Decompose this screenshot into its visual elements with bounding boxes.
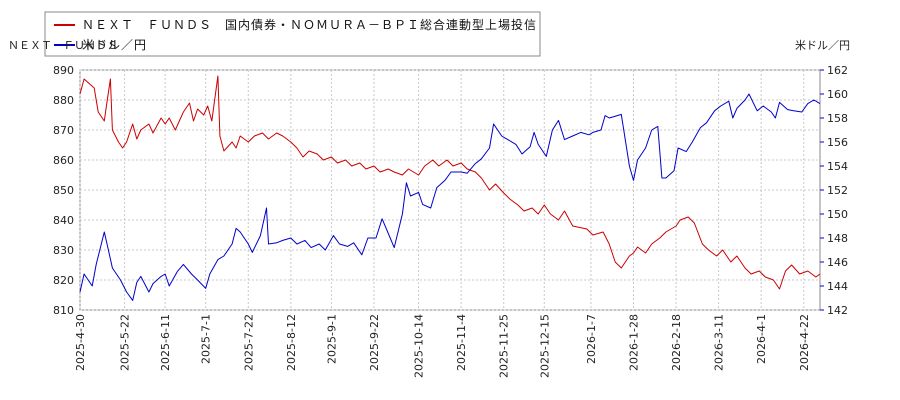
left-tick-label: 890 [53,64,74,77]
left-tick-label: 860 [53,154,74,167]
left-tick-label: 810 [53,304,74,317]
left-tick-label: 850 [53,184,74,197]
right-tick-label: 154 [827,160,848,173]
x-tick-label: 2025-10-14 [413,314,426,378]
left-tick-label: 840 [53,214,74,227]
right-tick-label: 146 [827,256,848,269]
x-tick-label: 2026-4-22 [798,314,811,371]
left-tick-label: 820 [53,274,74,287]
legend: ＮＥＸＴ ＦＵＮＤＳ 国内債券・ＮＯＭＵＲＡ－ＢＰＩ総合連動型上場投信 米ドル／… [44,11,541,57]
right-tick-label: 152 [827,184,848,197]
grid [79,69,820,311]
right-y-axis: 142 144 146 148 150 152 154 156 158 160 162 [820,64,848,317]
legend-label-usdjpy: 米ドル／円 [82,38,147,52]
x-tick-label: 2025-7-22 [242,314,255,371]
right-tick-label: 144 [827,280,848,293]
legend-box [44,11,541,57]
series-group [79,75,821,301]
x-axis: 2025-4-30 2025-5-22 2025-6-11 2025-7-1 2025-… [74,314,811,378]
x-tick-label: 2025-5-22 [119,314,132,371]
legend-label-etf: ＮＥＸＴ ＦＵＮＤＳ 国内債券・ＮＯＭＵＲＡ－ＢＰＩ総合連動型上場投信 [82,17,537,32]
right-tick-label: 156 [827,136,848,149]
x-tick-label: 2026-2-18 [670,314,683,371]
right-tick-label: 160 [827,88,848,101]
x-tick-label: 2025-7-1 [200,314,213,364]
left-tick-label: 880 [53,94,74,107]
left-y-axis: 810 820 830 840 850 860 870 880 890 [53,64,74,317]
x-tick-label: 2025-9-1 [325,314,338,364]
x-tick-label: 2025-12-15 [538,314,551,378]
x-tick-label: 2025-9-22 [368,314,381,371]
x-tick-label: 2026-1-7 [585,314,598,364]
right-tick-label: 142 [827,304,848,317]
series-line-etf [79,75,821,290]
right-tick-label: 158 [827,112,848,125]
left-tick-label: 830 [53,244,74,257]
right-tick-label: 150 [827,208,848,221]
x-tick-label: 2025-6-11 [159,314,172,371]
x-tick-label: 2025-11-4 [455,314,468,371]
x-tick-label: 2026-1-28 [627,314,640,371]
left-axis-unit-label: ＮＥＸＴ ＦＵＮＤＳ [8,39,118,52]
x-tick-label: 2026-4-1 [755,314,768,364]
right-tick-label: 162 [827,64,848,77]
right-axis-unit-label: 米ドル／円 [795,39,850,52]
left-tick-label: 870 [53,124,74,137]
x-tick-label: 2026-3-11 [713,314,726,371]
x-tick-label: 2025-8-12 [285,314,298,371]
x-tick-label: 2025-11-25 [498,314,511,378]
x-tick-label: 2025-4-30 [74,314,87,371]
series-line-usdjpy [79,93,821,301]
right-tick-label: 148 [827,232,848,245]
